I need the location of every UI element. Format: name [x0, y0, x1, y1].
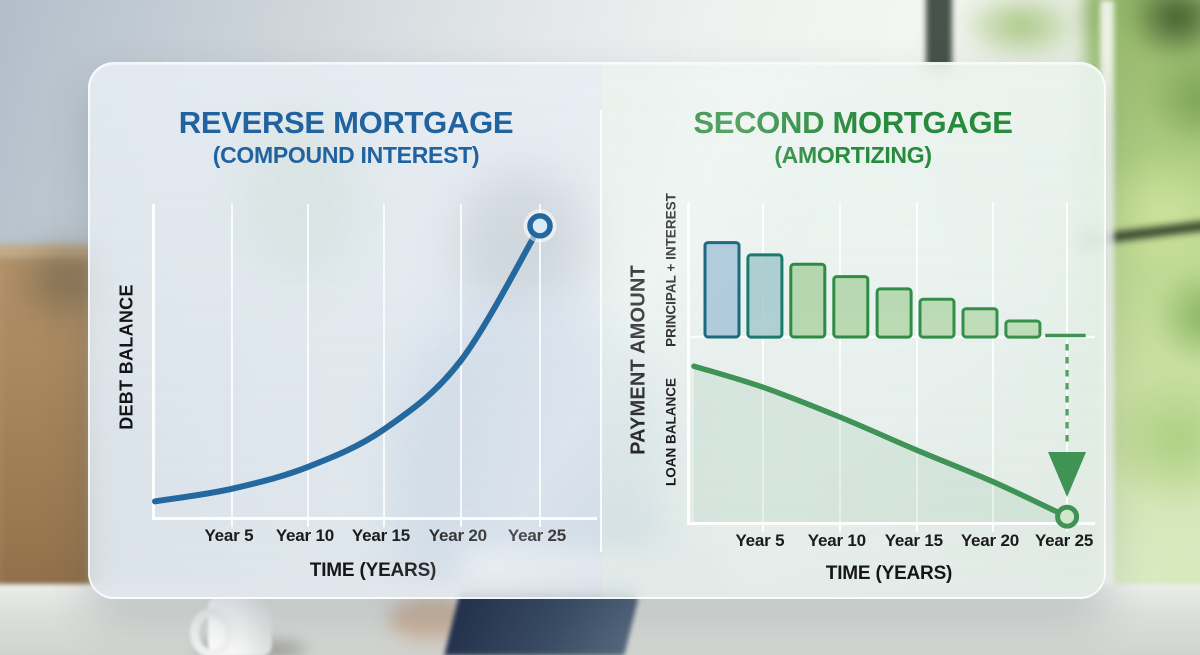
payment-bar: [832, 275, 870, 339]
payment-bar: [875, 287, 913, 339]
debt-balance-curve-svg: [152, 209, 557, 505]
hand-blur: [388, 598, 476, 640]
white-mug: [208, 597, 272, 655]
loan-balance-fill: [694, 366, 1068, 522]
reverse-mortgage-plot: [152, 204, 597, 527]
mug-handle: [190, 608, 234, 655]
second-mortgage-plot: [687, 202, 1095, 532]
payment-bar: [961, 307, 999, 339]
cabinet-top-edge: [0, 246, 94, 256]
payoff-arrowhead: [1048, 452, 1087, 497]
comparison-card: REVERSE MORTGAGE (COMPOUND INTEREST) SEC…: [88, 62, 1106, 599]
debt-end-marker: [527, 213, 553, 239]
amortizing-chart-svg: [690, 241, 1095, 529]
payment-bar: [703, 241, 741, 339]
payment-bar: [918, 297, 956, 339]
wood-cabinet: [0, 252, 94, 655]
window-frame-bar: [926, 0, 952, 70]
tablet-stand: [444, 592, 640, 655]
debt-balance-curve: [152, 222, 543, 505]
payment-bar: [1004, 319, 1042, 339]
payment-bar: [746, 253, 784, 339]
loan-zero-marker: [1055, 504, 1080, 529]
mug-shadow: [196, 640, 306, 655]
payment-bar: [789, 262, 827, 339]
